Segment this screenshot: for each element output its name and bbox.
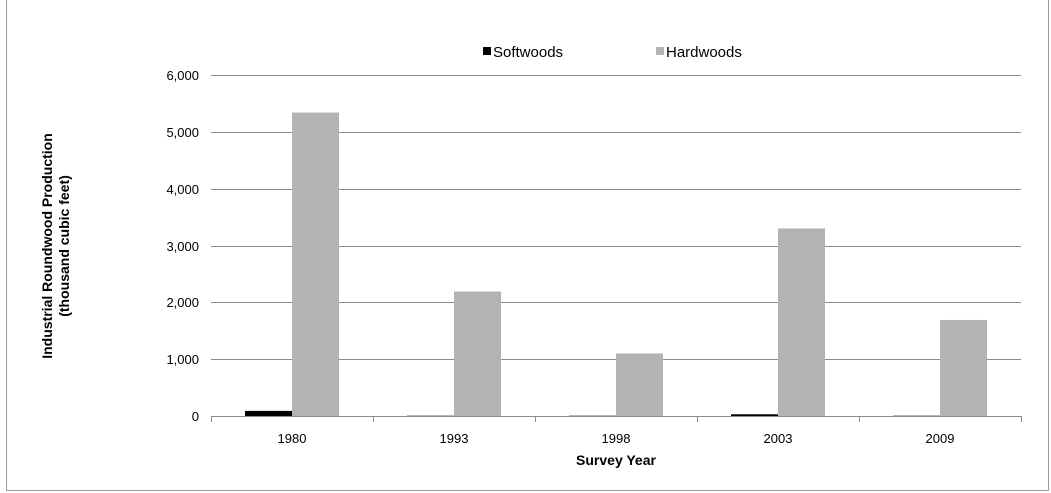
- legend-swatch-hardwoods: [656, 47, 664, 55]
- x-tick-labels: 1980 1993 1998 2003 2009: [211, 416, 1022, 446]
- legend-label-hardwoods: Hardwoods: [666, 44, 742, 61]
- y-tick-label: 5,000: [166, 125, 199, 140]
- bar-hardwoods-1980: [292, 112, 339, 416]
- legend-label-softwoods: Softwoods: [493, 44, 563, 61]
- legend-swatch-softwoods: [483, 47, 491, 55]
- y-axis-title: Industrial Roundwood Production (thousan…: [39, 133, 72, 359]
- y-tick-label: 1,000: [166, 352, 199, 367]
- y-tick-labels: 0 1,000 2,000 3,000 4,000 5,000 6,000: [166, 68, 199, 424]
- y-tick-label: 3,000: [166, 239, 199, 254]
- bar-hardwoods-1993: [454, 291, 501, 416]
- bar-softwoods-1980: [245, 410, 292, 416]
- bar-hardwoods-2009: [940, 319, 987, 416]
- chart-frame: [6, 0, 1049, 491]
- legend: Softwoods Hardwoods: [483, 44, 742, 61]
- x-tick-label: 2003: [764, 431, 793, 446]
- y-tick-label: 4,000: [166, 182, 199, 197]
- y-axis-title-line2: (thousand cubic feet): [56, 175, 72, 317]
- bar-hardwoods-1998: [616, 353, 663, 416]
- x-tick-label: 1998: [602, 431, 631, 446]
- y-tick-label: 0: [192, 409, 199, 424]
- x-axis-title: Survey Year: [576, 452, 656, 468]
- x-tick-label: 1980: [278, 431, 307, 446]
- y-axis-title-line1: Industrial Roundwood Production: [39, 133, 55, 359]
- x-tick-label: 1993: [440, 431, 469, 446]
- y-tick-label: 6,000: [166, 68, 199, 83]
- bar-softwoods-2003: [731, 414, 778, 416]
- bar-hardwoods-2003: [778, 228, 825, 416]
- x-tick-label: 2009: [926, 431, 955, 446]
- bars: [245, 112, 987, 416]
- y-tick-label: 2,000: [166, 295, 199, 310]
